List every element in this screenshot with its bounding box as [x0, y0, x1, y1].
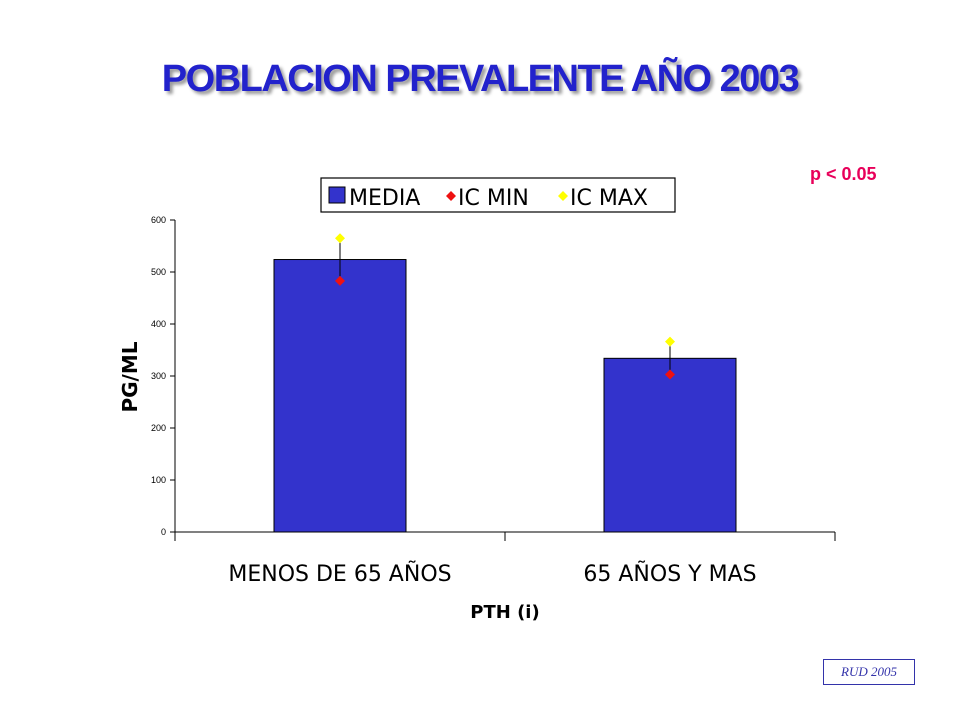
legend: MEDIA IC MIN IC MAX [320, 177, 676, 213]
y-tick-label: 0 [161, 527, 166, 537]
ic-min-point [665, 369, 675, 380]
y-tick-label: 600 [151, 215, 166, 225]
y-axis-label: PG/ML [118, 341, 142, 412]
legend-label: IC MAX [570, 186, 648, 211]
x-tick-label: MENOS DE 65 AÑOS [228, 560, 451, 587]
legend-label: MEDIA [349, 186, 420, 211]
ic-max-point [665, 336, 675, 347]
x-tick-label: 65 AÑOS Y MAS [583, 560, 756, 587]
y-tick-label: 500 [151, 267, 166, 277]
bar-media [273, 259, 407, 533]
bar-media [603, 357, 737, 533]
p-value-annotation: p < 0.05 [810, 164, 877, 184]
legend-label: IC MIN [458, 186, 529, 211]
y-tick-label: 200 [151, 423, 166, 433]
chart-marks [273, 233, 737, 533]
legend-box [320, 177, 676, 213]
source-badge: RUD 2005 [823, 659, 915, 685]
y-tick-label: 100 [151, 475, 166, 485]
page-title: POBLACION PREVALENTE AÑO 2003 [161, 58, 800, 100]
legend-swatch [446, 191, 456, 201]
ic-min-point [335, 275, 345, 286]
ic-max-point [335, 233, 345, 244]
y-tick-label: 300 [151, 371, 166, 381]
x-axis-label: PTH (i) [470, 602, 539, 623]
legend-swatch [328, 186, 346, 204]
y-tick-label: 400 [151, 319, 166, 329]
legend-swatch [558, 191, 568, 201]
